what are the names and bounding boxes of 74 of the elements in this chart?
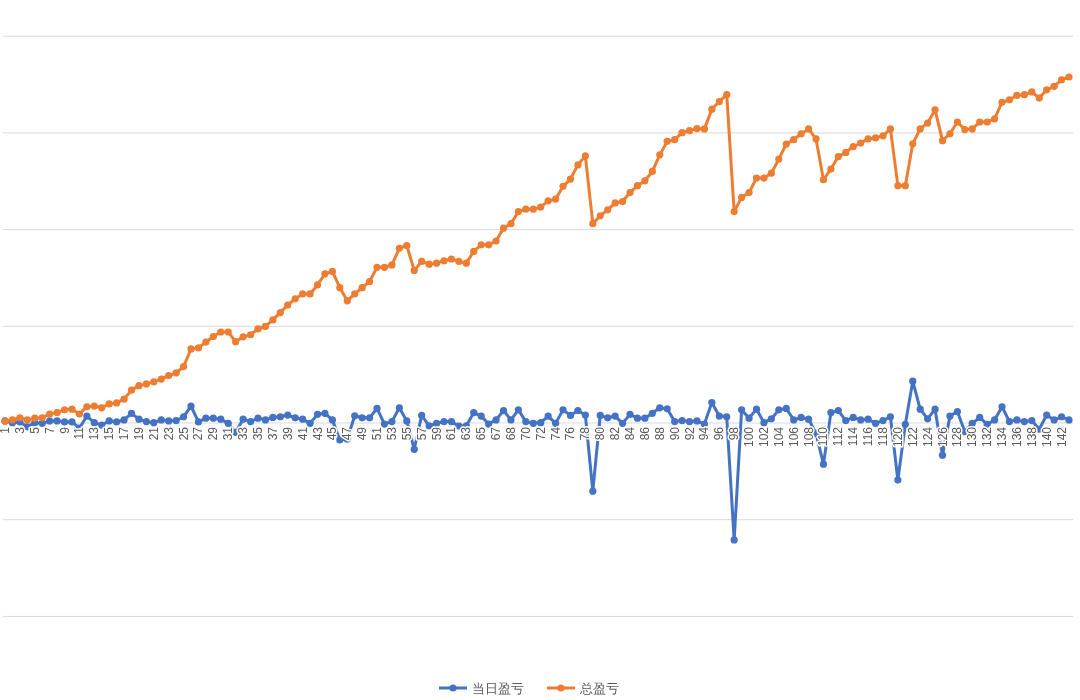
x-tick-label: 116 [861, 426, 876, 447]
x-tick-label: 142 [1054, 426, 1069, 448]
x-tick-label: 76 [563, 426, 578, 441]
x-tick-label: 118 [875, 426, 890, 447]
x-tick-label: 80 [593, 426, 608, 441]
x-tick-label: 35 [250, 426, 265, 441]
x-tick-label: 72 [533, 426, 548, 441]
x-tick-label: 74 [548, 426, 563, 441]
x-tick-label: 110 [816, 426, 831, 447]
x-tick-label: 41 [295, 426, 310, 441]
x-tick-label: 98 [727, 426, 742, 441]
x-tick-label: 88 [652, 426, 667, 441]
x-tick-label: 94 [697, 426, 712, 441]
x-tick-label: 140 [1039, 426, 1054, 448]
x-tick-label: 3 [12, 426, 27, 434]
x-tick-label: 25 [176, 426, 191, 441]
x-tick-label: 132 [980, 426, 995, 448]
x-tick-label: 61 [444, 426, 459, 441]
x-tick-label: 19 [131, 426, 146, 441]
x-tick-label: 100 [742, 426, 757, 448]
x-tick-label: 47 [340, 426, 355, 441]
x-tick-label: 136 [1009, 426, 1024, 448]
x-tick-label: 51 [370, 426, 385, 441]
x-tick-label: 86 [637, 426, 652, 441]
x-tick-label: 17 [117, 426, 132, 441]
x-tick-label: 122 [905, 426, 920, 448]
x-tick-label: 7 [42, 426, 57, 434]
x-tick-label: 39 [280, 426, 295, 441]
x-tick-label: 5 [27, 426, 42, 434]
x-tick-label: 106 [786, 426, 801, 448]
x-tick-label: 96 [712, 426, 727, 441]
x-tick-label: 68 [503, 426, 518, 441]
x-tick-label: 130 [965, 426, 980, 448]
x-tick-label: 59 [429, 426, 444, 441]
x-tick-label: 128 [950, 426, 965, 448]
x-tick-label: 49 [355, 426, 370, 441]
x-tick-label: 63 [459, 426, 474, 441]
x-tick-label: 57 [414, 426, 429, 441]
x-tick-label: 9 [57, 426, 72, 434]
x-tick-label: 65 [474, 426, 489, 441]
x-tick-label: 13 [87, 426, 102, 441]
x-tick-label: 45 [325, 426, 340, 441]
legend-label: 当日盈亏 [472, 680, 524, 696]
x-tick-label: 126 [935, 426, 950, 448]
x-tick-label: 11 [72, 426, 87, 440]
x-tick-label: 78 [578, 426, 593, 441]
x-tick-label: 112 [831, 426, 846, 447]
x-tick-label: 21 [146, 426, 161, 441]
x-tick-label: 23 [161, 426, 176, 441]
x-tick-label: 43 [310, 426, 325, 441]
x-tick-label: 108 [801, 426, 816, 448]
x-tick-label: 70 [518, 426, 533, 441]
x-tick-label: 55 [399, 426, 414, 441]
x-tick-label: 114 [846, 426, 861, 447]
x-tick-label: 31 [221, 426, 236, 441]
x-tick-label: 138 [1024, 426, 1039, 448]
x-tick-label: 124 [920, 426, 935, 448]
x-tick-label: 90 [667, 426, 682, 441]
x-tick-label: 27 [191, 426, 206, 441]
x-tick-label: 102 [756, 426, 771, 448]
x-tick-label: 82 [608, 426, 623, 441]
x-tick-label: 29 [206, 426, 221, 441]
x-tick-label: 1 [0, 426, 12, 434]
x-tick-label: 53 [384, 426, 399, 441]
x-tick-label: 104 [771, 426, 786, 448]
x-tick-label: 37 [265, 426, 280, 441]
x-tick-label: 92 [682, 426, 697, 441]
x-tick-label: 15 [102, 426, 117, 441]
legend-label: 总盈亏 [579, 680, 619, 696]
x-tick-label: 134 [995, 426, 1010, 448]
x-tick-label: 33 [236, 426, 251, 441]
x-tick-label: 84 [623, 426, 638, 441]
x-tick-label: 67 [489, 426, 504, 441]
x-tick-label: 120 [890, 426, 905, 448]
